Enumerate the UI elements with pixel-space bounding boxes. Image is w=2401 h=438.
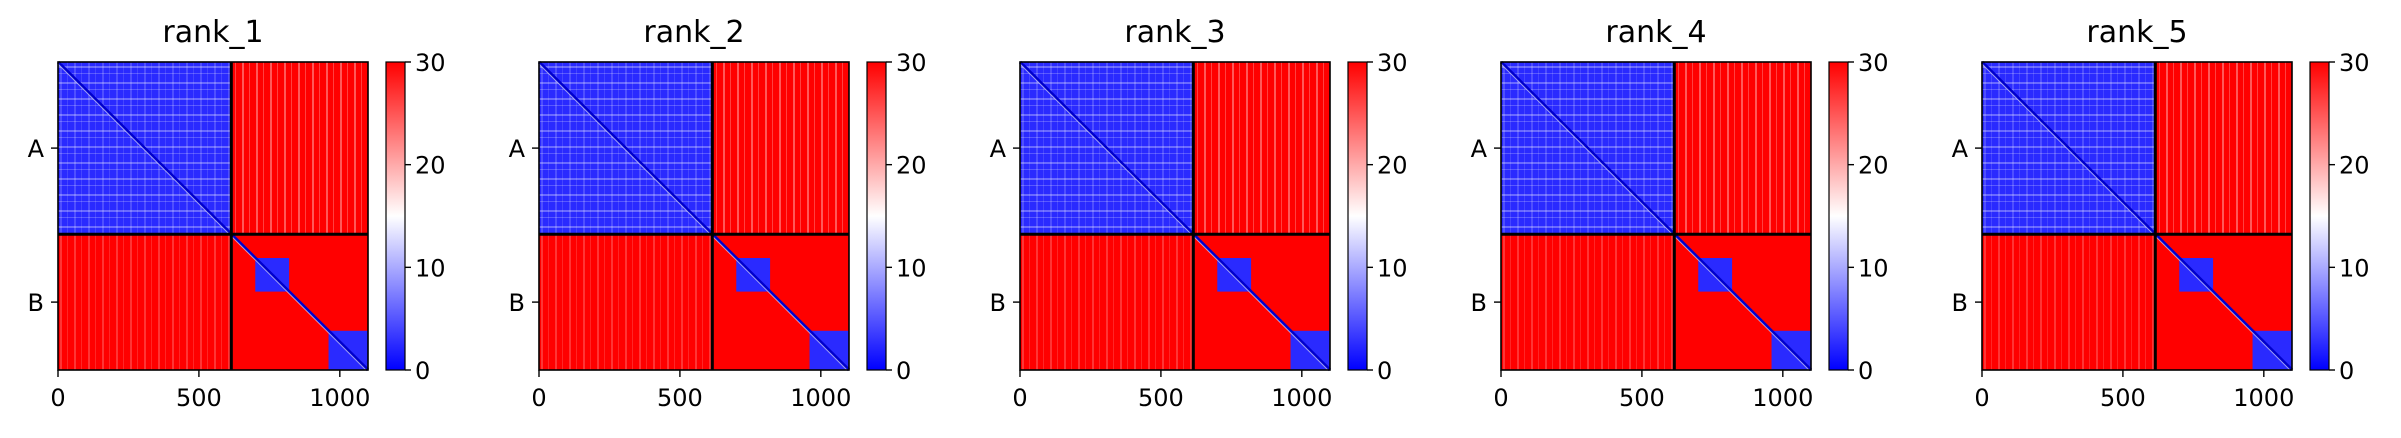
offdiag-texture-BA xyxy=(58,234,232,370)
y-tick-label: A xyxy=(1471,135,1488,163)
panel-title: rank_5 xyxy=(2086,15,2187,50)
diagonal xyxy=(56,60,370,372)
diagonal-highlight xyxy=(1500,63,1810,371)
offdiag-texture-BA xyxy=(539,234,713,370)
x-tick-label: 500 xyxy=(1619,384,1665,412)
panel-title: rank_1 xyxy=(162,15,263,50)
colorbar-tick-label: 0 xyxy=(2339,357,2354,385)
x-tick-label: 1000 xyxy=(309,384,370,412)
offdiag-texture-AB xyxy=(712,62,849,235)
y-tick-label: A xyxy=(990,135,1007,163)
panel-4: rank_4 A B 0 500 1000 0 10 20 30 xyxy=(1471,15,1889,412)
panel-3: rank_3 A B 0 500 1000 0 10 20 30 xyxy=(990,15,1408,412)
x-tick-label: 0 xyxy=(50,384,65,412)
diagonal xyxy=(1980,60,2294,372)
diagonal-highlight xyxy=(1019,63,1329,371)
y-tick-label: A xyxy=(509,135,526,163)
panel-5: rank_5 A B 0 500 1000 0 10 20 30 xyxy=(1952,15,2370,412)
offdiag-texture-BA xyxy=(1982,234,2156,370)
colorbar-tick-label: 30 xyxy=(1377,49,1408,77)
colorbar-tick-label: 30 xyxy=(1858,49,1889,77)
x-tick-label: 0 xyxy=(531,384,546,412)
y-tick-label: B xyxy=(1471,289,1487,317)
diagonal xyxy=(1018,60,1332,372)
axes-frame xyxy=(57,61,369,371)
x-tick-label: 1000 xyxy=(1752,384,1813,412)
colorbar-tick-label: 0 xyxy=(1858,357,1873,385)
x-tick-label: 0 xyxy=(1493,384,1508,412)
colorbar-tick-label: 30 xyxy=(896,49,927,77)
y-tick-label: B xyxy=(28,289,44,317)
colorbar-tick-label: 0 xyxy=(1377,357,1392,385)
x-tick-label: 1000 xyxy=(790,384,851,412)
x-tick-label: 500 xyxy=(657,384,703,412)
colorbar xyxy=(1347,61,1368,371)
heatmap xyxy=(56,60,370,372)
panel-title: rank_4 xyxy=(1605,15,1706,50)
colorbar xyxy=(385,61,406,371)
offdiag-texture-AB xyxy=(231,62,368,235)
colorbar-tick-label: 10 xyxy=(1858,254,1889,282)
diagonal-highlight xyxy=(538,63,848,371)
x-tick-label: 500 xyxy=(1138,384,1184,412)
offdiag-texture-AB xyxy=(1674,62,1811,235)
colorbar xyxy=(866,61,887,371)
panel-title: rank_2 xyxy=(643,15,744,50)
x-tick-label: 500 xyxy=(2100,384,2146,412)
colorbar-tick-label: 30 xyxy=(415,49,446,77)
panel-title: rank_3 xyxy=(1124,15,1225,50)
colorbar xyxy=(1828,61,1849,371)
offdiag-texture-BA xyxy=(1020,234,1194,370)
axes-frame xyxy=(1981,61,2293,371)
x-tick-label: 0 xyxy=(1012,384,1027,412)
colorbar-tick-label: 20 xyxy=(1377,152,1408,180)
y-tick-label: B xyxy=(990,289,1006,317)
diagonal xyxy=(1499,60,1813,372)
offdiag-texture-BA xyxy=(1501,234,1675,370)
x-tick-label: 500 xyxy=(176,384,222,412)
colorbar-tick-label: 0 xyxy=(896,357,911,385)
x-tick-label: 0 xyxy=(1974,384,1989,412)
x-tick-label: 1000 xyxy=(1271,384,1332,412)
colorbar-tick-label: 10 xyxy=(896,254,927,282)
colorbar-tick-label: 20 xyxy=(415,152,446,180)
axes-frame xyxy=(1500,61,1812,371)
heatmap xyxy=(1980,60,2294,372)
colorbar-tick-label: 20 xyxy=(2339,152,2370,180)
colorbar-tick-label: 20 xyxy=(896,152,927,180)
y-tick-label: A xyxy=(1952,135,1969,163)
y-tick-label: A xyxy=(28,135,45,163)
colorbar xyxy=(2309,61,2330,371)
colorbar-tick-label: 10 xyxy=(1377,254,1408,282)
colorbar-tick-label: 0 xyxy=(415,357,430,385)
heatmap xyxy=(1499,60,1813,372)
colorbar-tick-label: 20 xyxy=(1858,152,1889,180)
offdiag-texture-AB xyxy=(1193,62,1330,235)
colorbar-tick-label: 10 xyxy=(2339,254,2370,282)
axes-frame xyxy=(538,61,850,371)
offdiag-texture-AB xyxy=(2155,62,2292,235)
colorbar-tick-label: 30 xyxy=(2339,49,2370,77)
diagonal-highlight xyxy=(1981,63,2291,371)
colorbar-tick-label: 10 xyxy=(415,254,446,282)
y-tick-label: B xyxy=(509,289,525,317)
panel-2: rank_2 A B 0 500 1000 0 10 20 30 xyxy=(509,15,927,412)
diagonal-highlight xyxy=(57,63,367,371)
panel-1: rank_1 A B 0 500 1000 0 10 20 30 xyxy=(28,15,446,412)
axes-frame xyxy=(1019,61,1331,371)
heatmap xyxy=(1018,60,1332,372)
y-tick-label: B xyxy=(1952,289,1968,317)
x-tick-label: 1000 xyxy=(2233,384,2294,412)
diagonal xyxy=(537,60,851,372)
heatmap xyxy=(537,60,851,372)
